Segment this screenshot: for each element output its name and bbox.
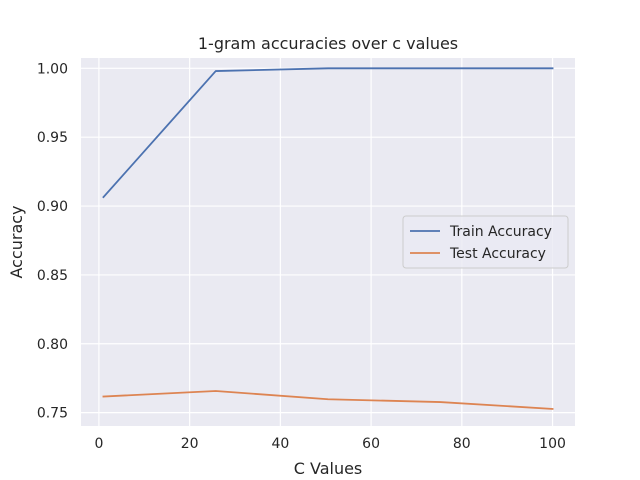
y-tick-label: 0.75: [37, 406, 68, 422]
x-tick-label: 100: [539, 436, 566, 452]
x-tick-label: 80: [453, 436, 471, 452]
legend-box: [402, 215, 569, 269]
legend-label: Test Accuracy: [449, 246, 546, 262]
series-line-test: [102, 390, 554, 410]
x-axis-label: C Values: [294, 459, 363, 478]
chart-title: 1-gram accuracies over c values: [198, 34, 458, 53]
series-lines: [102, 67, 554, 410]
y-tick-labels: 0.75 0.80 0.85 0.90 0.95 1.00: [37, 61, 68, 421]
legend-label: Train Accuracy: [449, 224, 552, 240]
y-tick-label: 1.00: [37, 61, 68, 77]
x-tick-label: 40: [271, 436, 289, 452]
x-tick-label: 20: [181, 436, 199, 452]
x-tick-label: 60: [362, 436, 380, 452]
y-tick-label: 0.85: [37, 268, 68, 284]
series-line-train: [102, 67, 554, 199]
x-tick-label: 0: [94, 436, 103, 452]
y-tick-label: 0.95: [37, 130, 68, 146]
y-tick-label: 0.90: [37, 199, 68, 215]
y-tick-label: 0.80: [37, 337, 68, 353]
y-axis-label: Accuracy: [7, 205, 26, 278]
legend: Train Accuracy Test Accuracy: [402, 215, 569, 269]
grid: [81, 58, 575, 426]
x-tick-labels: 0 20 40 60 80 100: [94, 436, 565, 452]
